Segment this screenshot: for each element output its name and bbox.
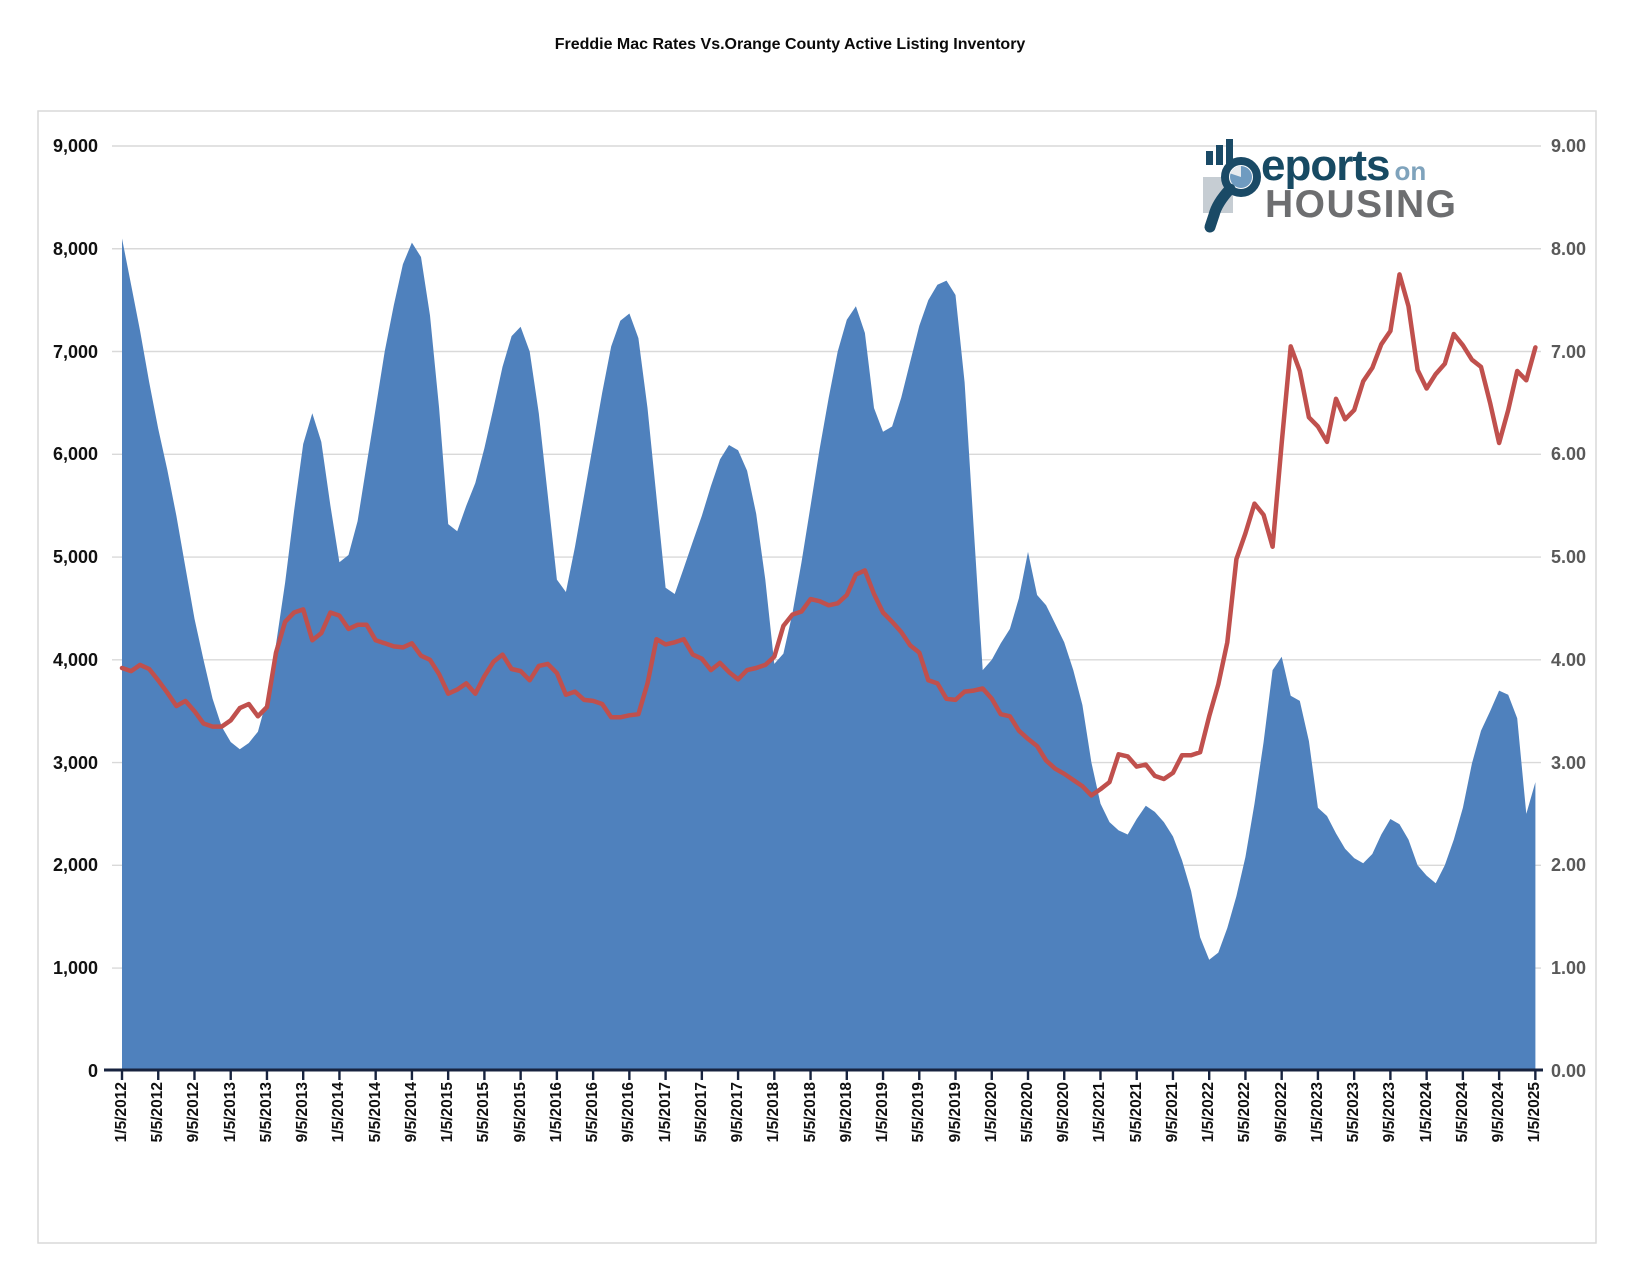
x-axis-date-label: 5/5/2015 <box>475 1082 493 1143</box>
y-left-tick-label: 7,000 <box>52 341 98 362</box>
x-axis-date-label: 1/5/2015 <box>439 1082 457 1143</box>
rate-line-series <box>119 272 1538 798</box>
x-axis-date-label: 9/5/2020 <box>1055 1082 1073 1143</box>
x-axis-date-label: 5/5/2018 <box>801 1082 819 1143</box>
y-right-tick-label: 9.00 <box>1551 135 1587 156</box>
y-left-tick-label: 3,000 <box>52 752 98 773</box>
x-axis-date-label: 1/5/2021 <box>1091 1082 1109 1143</box>
x-axis-date-label: 1/5/2020 <box>982 1082 1000 1143</box>
y-right-tick-label: 7.00 <box>1551 341 1587 362</box>
inventory-area-series <box>122 238 1536 1070</box>
reports-on-housing-logo: eports on HOUSING <box>1203 139 1488 239</box>
y-left-tick-label: 9,000 <box>52 135 98 156</box>
x-axis-date-label: 9/5/2021 <box>1163 1082 1181 1143</box>
chart-title: Freddie Mac Rates Vs.Orange County Activ… <box>554 36 1026 53</box>
magnifier-bar-chart-icon <box>1203 139 1261 233</box>
x-axis-date-label: 5/5/2024 <box>1453 1082 1471 1143</box>
logo-text-on: on <box>1394 156 1427 186</box>
x-axis-date-label: 5/5/2014 <box>366 1082 384 1143</box>
x-axis-date-label: 9/5/2013 <box>294 1082 312 1143</box>
y-left-tick-label: 4,000 <box>52 649 98 670</box>
y-right-tick-label: 8.00 <box>1551 238 1587 259</box>
x-axis-date-label: 1/5/2019 <box>874 1082 892 1143</box>
y-left-tick-label: 2,000 <box>52 855 98 876</box>
x-axis-date-label: 5/5/2013 <box>257 1082 275 1143</box>
x-axis-date-label: 9/5/2017 <box>729 1082 747 1143</box>
x-axis-date-label: 1/5/2023 <box>1308 1082 1326 1143</box>
x-axis-date-label: 5/5/2020 <box>1019 1082 1036 1143</box>
x-axis-date-label: 1/5/2022 <box>1200 1082 1218 1143</box>
x-axis-date-label: 5/5/2022 <box>1236 1082 1254 1143</box>
y-right-tick-label: 2.00 <box>1551 855 1587 876</box>
y-left-tick-label: 8,000 <box>52 238 98 259</box>
x-axis-date-label: 1/5/2025 <box>1526 1082 1544 1143</box>
x-axis-date-label: 9/5/2019 <box>946 1082 964 1143</box>
x-axis-date-label: 9/5/2018 <box>837 1082 855 1143</box>
x-axis-date-label: 1/5/2018 <box>765 1082 783 1143</box>
x-axis-date-label: 1/5/2012 <box>113 1082 130 1143</box>
y-right-tick-label: 6.00 <box>1551 444 1587 465</box>
x-axis-date-label: 1/5/2024 <box>1417 1082 1435 1143</box>
chart-border <box>37 110 1597 1244</box>
x-axis-date-label: 5/5/2017 <box>692 1082 710 1143</box>
logo-text-housing: HOUSING <box>1265 183 1458 226</box>
y-right-tick-label: 0.00 <box>1551 1060 1587 1081</box>
y-left-tick-label: 0 <box>87 1060 98 1081</box>
x-axis-date-label: 1/5/2016 <box>547 1082 565 1143</box>
x-axis-date-label: 9/5/2024 <box>1490 1082 1508 1143</box>
y-right-tick-label: 3.00 <box>1551 752 1587 773</box>
logo-text-reports: eports <box>1261 141 1390 190</box>
x-axis-date-label: 5/5/2021 <box>1127 1082 1145 1143</box>
x-axis-date-label: 9/5/2012 <box>185 1082 203 1143</box>
y-right-tick-label: 4.00 <box>1551 649 1587 670</box>
x-axis-date-label: 1/5/2014 <box>330 1082 348 1143</box>
x-axis-date-label: 9/5/2023 <box>1381 1082 1399 1143</box>
x-axis-date-label: 5/5/2023 <box>1345 1082 1363 1143</box>
x-axis-date-label: 1/5/2017 <box>656 1082 674 1143</box>
y-right-tick-label: 5.00 <box>1551 547 1587 568</box>
x-axis-date-label: 5/5/2019 <box>910 1082 928 1143</box>
x-axis-date-label: 9/5/2014 <box>402 1082 420 1143</box>
x-axis-date-label: 9/5/2015 <box>511 1082 529 1143</box>
x-axis-date-label: 5/5/2012 <box>149 1082 167 1143</box>
y-left-tick-label: 6,000 <box>52 444 98 465</box>
y-left-tick-label: 1,000 <box>52 958 98 979</box>
x-axis-date-label: 5/5/2016 <box>584 1082 602 1143</box>
y-right-tick-label: 1.00 <box>1551 958 1587 979</box>
x-axis-date-label: 9/5/2022 <box>1272 1082 1290 1143</box>
x-axis-date-label: 1/5/2013 <box>221 1082 239 1143</box>
y-left-tick-label: 5,000 <box>52 547 98 568</box>
x-axis-date-label: 9/5/2016 <box>620 1082 638 1143</box>
